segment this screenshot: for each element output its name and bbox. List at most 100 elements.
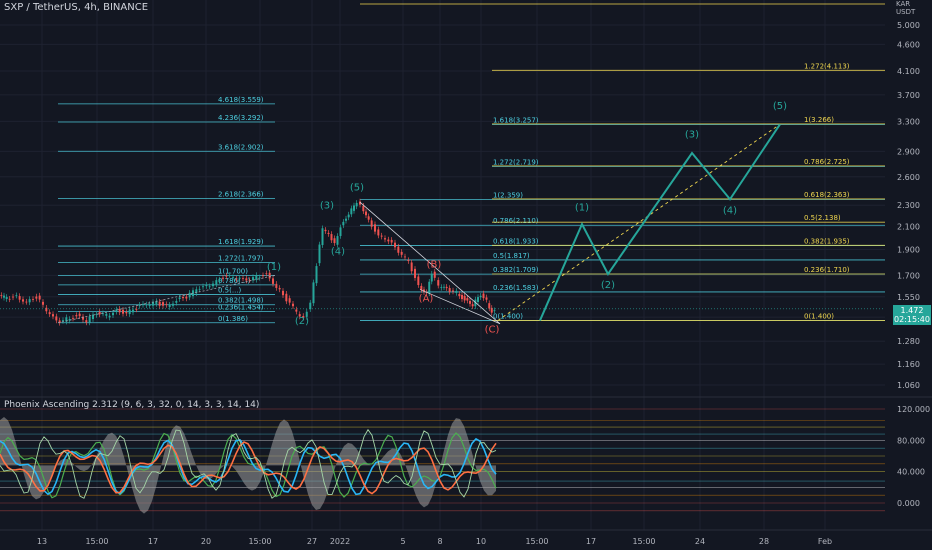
candle-body (448, 288, 451, 292)
x-tick-9: 10 (476, 537, 486, 546)
fib-left-label-9: 0.382(1.498) (218, 297, 264, 305)
candle-body (262, 275, 264, 277)
candle-body (452, 290, 454, 292)
x-tick-11: 17 (586, 537, 596, 546)
fib-middle-label-8: 0(1.400) (493, 312, 523, 320)
candle-body (115, 309, 118, 312)
fib-right-label-4: 0.5(2.138) (804, 214, 841, 222)
candle-body (105, 313, 108, 316)
candle-body (362, 205, 365, 212)
candle-body (195, 289, 198, 294)
candle-body (65, 317, 68, 322)
candle-body (128, 309, 131, 315)
candle-body (112, 312, 114, 316)
candle-body (345, 218, 347, 221)
candle-body (85, 320, 88, 323)
wedge-upper (359, 201, 501, 325)
candle-body (5, 296, 8, 300)
fib-middle-label-5: 0.5(1.817) (493, 252, 530, 260)
candle-body (175, 300, 178, 303)
candle-body (384, 238, 386, 240)
candle-body (82, 316, 84, 320)
candle-body (72, 317, 74, 319)
candle-body (228, 274, 231, 276)
candle-body (172, 303, 174, 306)
last-price-badge: 1.472 02:15:40 (893, 305, 931, 325)
fib-right-label-5: 0.382(1.935) (804, 237, 850, 245)
candle-body (469, 300, 471, 304)
candle-body (108, 315, 111, 318)
candle-body (272, 278, 274, 284)
y-tick-14: 1.160 (897, 360, 920, 369)
candle-body (350, 208, 353, 215)
ind-blue-line (0, 437, 497, 496)
fib-middle-label-0: 1.618(3.257) (493, 116, 539, 124)
ind-orange-line (0, 441, 497, 495)
ind-green-line (0, 432, 497, 499)
x-tick-8: 8 (437, 537, 442, 546)
x-tick-5: 27 (307, 537, 317, 546)
x-tick-1: 15:00 (85, 537, 108, 546)
ind-y-tick-0: 120.000 (897, 405, 930, 414)
wedge-lower (419, 289, 501, 325)
candle-body (292, 303, 294, 307)
fib-middle-label-1: 1.272(2.719) (493, 158, 539, 166)
candle-body (355, 202, 358, 207)
candle-body (302, 315, 305, 318)
candle-body (225, 275, 228, 277)
currency-unit: USDT (896, 8, 916, 16)
fib-right-label-6: 0.236(1.710) (804, 266, 850, 274)
fib-right-label-3: 0.618(2.363) (804, 191, 850, 199)
candle-body (252, 277, 254, 281)
candle-body (218, 279, 221, 282)
candle-body (162, 302, 164, 306)
candle-body (138, 304, 141, 306)
ind-lightgreen-line (0, 428, 497, 499)
fib-left-label-5: 1.272(1.797) (218, 254, 264, 262)
candle-body (48, 312, 51, 315)
candle-body (443, 286, 445, 288)
projection-label-1: (2) (601, 280, 615, 291)
candle-body (298, 314, 301, 317)
fib-middle-label-3: 0.786(2.110) (493, 217, 539, 225)
candle-body (98, 311, 101, 315)
candle-body (55, 316, 58, 321)
fib-middle-label-4: 0.618(1.933) (493, 238, 539, 246)
y-tick-6: 2.600 (897, 173, 920, 182)
candle-body (152, 301, 154, 306)
candle-body (404, 256, 406, 258)
y-tick-2: 4.100 (897, 67, 920, 76)
candle-body (288, 298, 291, 303)
candle-body (258, 277, 261, 279)
candle-body (42, 301, 44, 305)
candle-body (394, 242, 396, 248)
candle-body (155, 301, 158, 304)
candle-body (353, 205, 355, 211)
x-tick-0: 13 (37, 537, 47, 546)
trendline-left (57, 274, 276, 324)
y-tick-15: 1.060 (897, 381, 920, 390)
fib-left-label-4: 1.618(1.929) (218, 238, 264, 246)
candle-body (182, 297, 184, 299)
candle-body (185, 296, 188, 299)
ind-y-tick-2: 40.000 (897, 468, 925, 477)
candle-body (397, 246, 400, 253)
y-tick-5: 2.900 (897, 147, 920, 156)
candle-body (407, 260, 410, 262)
candle-body (52, 314, 54, 317)
candle-body (22, 299, 24, 302)
y-tick-11: 1.550 (897, 293, 920, 302)
candle-body (205, 284, 208, 287)
candle-body (458, 293, 461, 297)
candle-body (178, 297, 181, 300)
last-price: 1.472 (900, 306, 924, 315)
candle-body (333, 238, 336, 244)
fib-left-label-10: 0.236(1.454) (218, 304, 264, 312)
candle-body (58, 320, 61, 323)
y-tick-8: 2.100 (897, 222, 920, 231)
candle-body (212, 283, 214, 287)
wave-label-5: (A) (419, 293, 434, 304)
candle-body (305, 311, 308, 317)
candle-body (125, 312, 128, 314)
